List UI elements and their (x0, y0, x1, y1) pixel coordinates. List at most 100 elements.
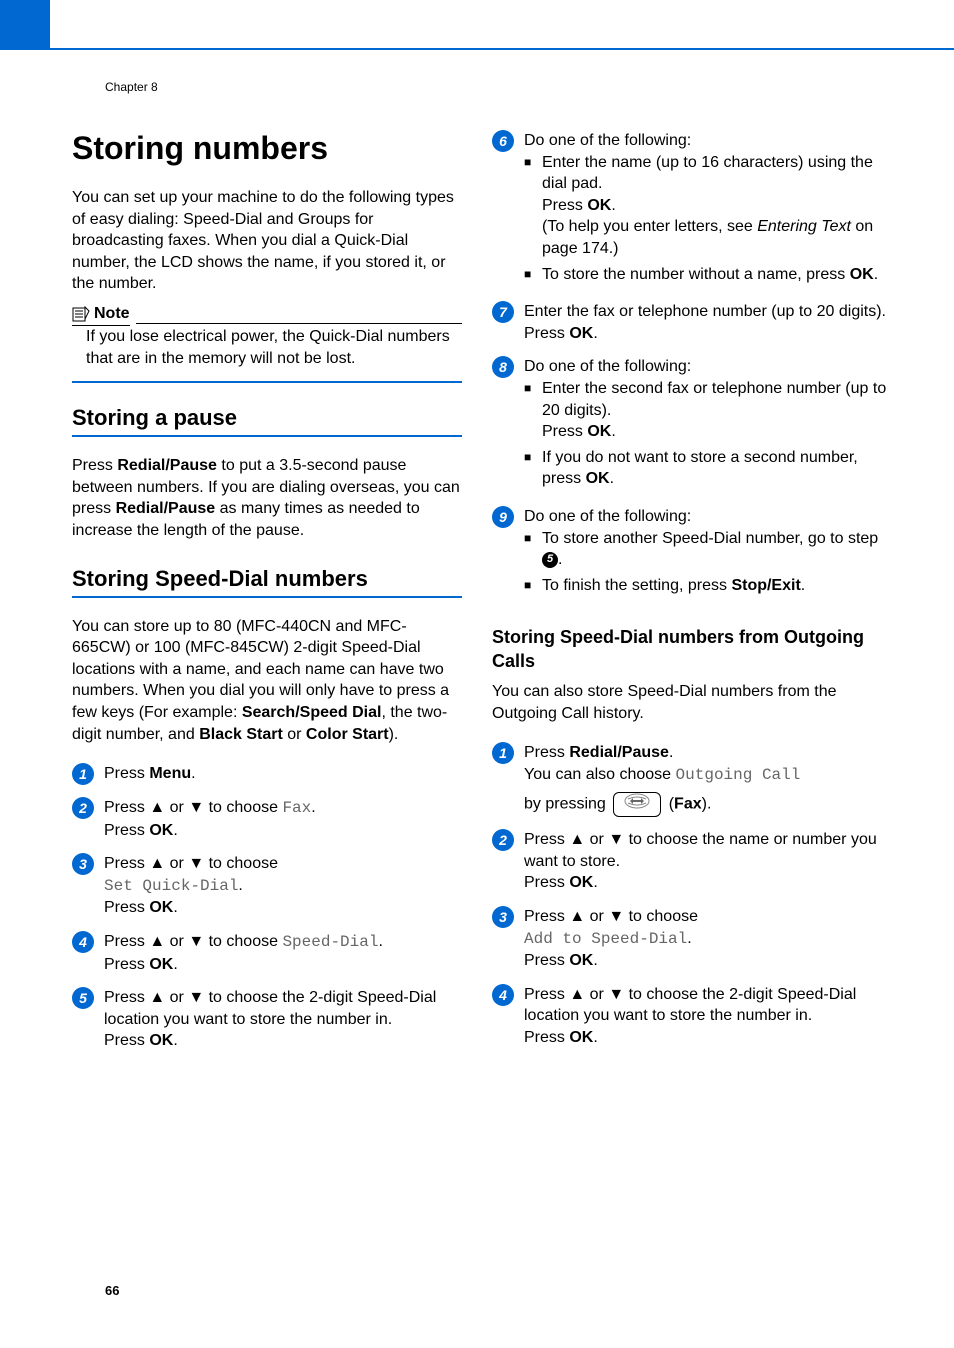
step-body: Do one of the following: Enter the name … (524, 130, 892, 289)
text: or (165, 989, 188, 1006)
bold-text: Menu (149, 765, 191, 782)
text: Press (524, 831, 569, 848)
page-number: 66 (105, 1283, 119, 1298)
text: . (311, 799, 315, 816)
italic-text: Entering Text (757, 218, 851, 235)
text: (To help you enter letters, see (542, 218, 757, 235)
text: Press (104, 989, 149, 1006)
text: Press (524, 325, 569, 342)
note-icon (72, 306, 90, 322)
step-body: Press ▲ or ▼ to choose Fax. Press OK. (104, 797, 462, 841)
step-body: Press ▲ or ▼ to choose the name or numbe… (524, 829, 892, 894)
bullet-item: Enter the second fax or telephone number… (524, 378, 892, 443)
out-step-3: 3 Press ▲ or ▼ to choose Add to Speed-Di… (492, 906, 892, 972)
step-number-badge: 1 (72, 763, 94, 785)
text: to choose (204, 933, 282, 950)
text: or (165, 799, 188, 816)
step-body: Enter the fax or telephone number (up to… (524, 301, 892, 344)
text: Press (104, 822, 149, 839)
out-step-4: 4 Press ▲ or ▼ to choose the 2-digit Spe… (492, 984, 892, 1049)
text: Press (104, 855, 149, 872)
bold-text: Fax (674, 796, 702, 813)
text: Press (104, 899, 149, 916)
step-body: Press Redial/Pause. You can also choose … (524, 742, 892, 817)
text: Press (104, 933, 149, 950)
bold-text: Redial/Pause (116, 500, 216, 517)
text: . (558, 551, 562, 568)
text: . (593, 325, 597, 342)
text: ). (702, 796, 712, 813)
text: Press (104, 765, 149, 782)
right-column: 6 Do one of the following: Enter the nam… (482, 130, 892, 1064)
text: or (165, 855, 188, 872)
text: Do one of the following: (524, 508, 691, 525)
step-number-badge: 5 (72, 987, 94, 1009)
bold-text: OK (569, 325, 593, 342)
text: or (585, 908, 608, 925)
step-number-badge: 7 (492, 301, 514, 323)
text: ( (664, 796, 674, 813)
section-speed-dial-title: Storing Speed-Dial numbers (72, 566, 462, 592)
text: . (611, 197, 615, 214)
text: to choose (204, 855, 278, 872)
step-number-badge: 4 (492, 984, 514, 1006)
intro-paragraph: You can set up your machine to do the fo… (72, 187, 462, 295)
text: Press (524, 986, 569, 1003)
bullet-list: To store another Speed-Dial number, go t… (524, 528, 892, 597)
section-pause-body: Press Redial/Pause to put a 3.5-second p… (72, 455, 462, 541)
mono-text: Add to Speed-Dial (524, 930, 687, 948)
mono-text: Speed-Dial (282, 933, 378, 951)
section-underline (72, 435, 462, 437)
text: or (283, 726, 306, 743)
text: or (585, 986, 608, 1003)
step-3: 3 Press ▲ or ▼ to choose Set Quick-Dial.… (72, 853, 462, 919)
section-pause-title: Storing a pause (72, 405, 462, 431)
bold-text: Search/Speed Dial (242, 704, 382, 721)
bullet-item: To finish the setting, press Stop/Exit. (524, 575, 892, 597)
text: . (173, 822, 177, 839)
text: Press (524, 874, 569, 891)
text: to choose (204, 799, 282, 816)
step-body: Do one of the following: Enter the secon… (524, 356, 892, 494)
step-number-badge: 4 (72, 931, 94, 953)
text: Press (542, 197, 587, 214)
text: To store another Speed-Dial number, go t… (542, 530, 878, 547)
down-arrow-icon: ▼ (608, 908, 624, 925)
subsection-outgoing-intro: You can also store Speed-Dial numbers fr… (492, 681, 892, 724)
text: Do one of the following: (524, 358, 691, 375)
text: . (238, 877, 242, 894)
bold-text: OK (569, 874, 593, 891)
up-arrow-icon: ▲ (149, 855, 165, 872)
down-arrow-icon: ▼ (188, 989, 204, 1006)
bold-text: OK (149, 899, 173, 916)
text: . (173, 899, 177, 916)
bold-text: Black Start (199, 726, 283, 743)
up-arrow-icon: ▲ (569, 986, 585, 1003)
step-body: Press Menu. (104, 763, 462, 785)
step-number-badge: 9 (492, 506, 514, 528)
note-text: If you lose electrical power, the Quick-… (72, 326, 462, 377)
note-divider (72, 381, 462, 383)
fax-button-icon (613, 792, 661, 817)
text: . (593, 952, 597, 969)
mono-text: Set Quick-Dial (104, 877, 238, 895)
step-7: 7 Enter the fax or telephone number (up … (492, 301, 892, 344)
step-4: 4 Press ▲ or ▼ to choose Speed-Dial. Pre… (72, 931, 462, 975)
down-arrow-icon: ▼ (608, 831, 624, 848)
up-arrow-icon: ▲ (149, 989, 165, 1006)
text: Press (524, 952, 569, 969)
text: You can also choose (524, 766, 676, 783)
page: Chapter 8 Storing numbers You can set up… (0, 0, 954, 1348)
bold-text: OK (569, 952, 593, 969)
bullet-list: Enter the name (up to 16 characters) usi… (524, 152, 892, 286)
step-number-badge: 8 (492, 356, 514, 378)
section-speed-dial-intro: You can store up to 80 (MFC-440CN and MF… (72, 616, 462, 746)
step-number-badge: 3 (492, 906, 514, 928)
up-arrow-icon: ▲ (149, 799, 165, 816)
text: . (687, 930, 691, 947)
down-arrow-icon: ▼ (188, 933, 204, 950)
bold-text: Color Start (306, 726, 389, 743)
bold-text: OK (569, 1029, 593, 1046)
mono-text: Fax (282, 799, 311, 817)
text: Enter the fax or telephone number (up to… (524, 303, 886, 320)
